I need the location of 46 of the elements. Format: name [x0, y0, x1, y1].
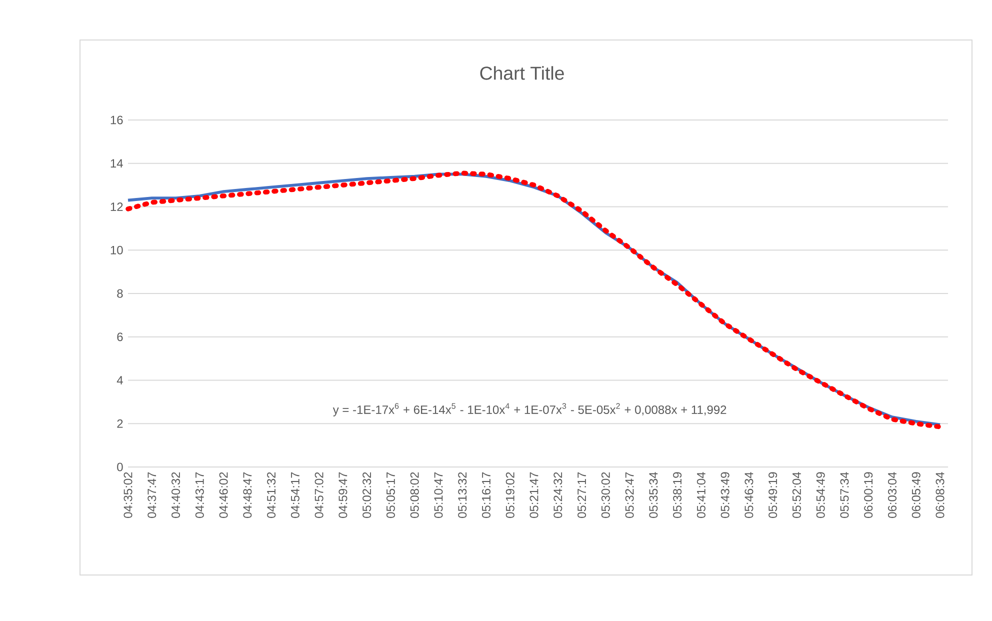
x-tick-label: 04:46:02 [219, 472, 228, 518]
y-tick-label: 14 [110, 159, 123, 168]
chart-title: Chart Title [480, 66, 564, 80]
x-tick-label: 04:51:32 [267, 472, 276, 518]
x-tick-label: 05:27:17 [578, 472, 586, 518]
x-tick-label: 05:24:32 [554, 472, 562, 518]
x-tick-label: 05:57:34 [840, 472, 849, 518]
x-tick-label: 05:16:17 [482, 472, 490, 518]
x-tick-label: 06:08:34 [936, 472, 944, 518]
x-tick-label: 05:35:34 [649, 472, 658, 518]
x-tick-label: 05:49:19 [768, 472, 778, 518]
x-tick-label: 05:10:47 [434, 472, 443, 518]
x-tick-label: 05:43:49 [720, 472, 730, 518]
y-tick-label: 12 [110, 202, 123, 211]
x-tick-label: 04:40:32 [172, 472, 180, 518]
y-tick-label: 0 [117, 462, 123, 472]
x-tick-label: 05:02:32 [362, 472, 372, 518]
x-tick-label: 05:52:04 [792, 472, 801, 518]
x-tick-label: 05:46:34 [744, 472, 754, 518]
x-tick-label: 05:13:32 [458, 472, 467, 518]
x-tick-label: 04:57:02 [314, 472, 324, 518]
x-tick-label: 04:59:47 [338, 472, 348, 518]
x-tick-label: 05:21:47 [530, 472, 538, 518]
x-tick-label: 04:48:47 [243, 472, 252, 518]
x-tick-label: 05:41:04 [696, 472, 706, 518]
x-tick-label: 05:08:02 [410, 472, 419, 518]
y-tick-label: 8 [117, 289, 123, 298]
x-tick-label: 06:03:04 [888, 472, 897, 518]
x-tick-label: 05:19:02 [506, 472, 514, 518]
x-tick-label: 06:00:19 [864, 472, 873, 518]
x-tick-label: 04:37:47 [148, 472, 156, 518]
y-tick-label: 10 [110, 246, 123, 254]
x-tick-label: 06:05:49 [912, 472, 920, 518]
y-tick-label: 16 [110, 116, 123, 124]
text: y = -1E-17x$^{6}$ + 6E-14x$^{5}$ - 1E-10x$^{4}$ + 1E-07x$^{3}$ - 5E-05x$^{2}$ + 0,0088x + 11,992 [332, 403, 726, 416]
x-tick-label: 05:54:49 [816, 472, 825, 518]
y-tick-label: 2 [117, 419, 123, 428]
x-tick-label: 05:32:47 [625, 472, 634, 518]
x-tick-label: 04:35:02 [124, 472, 132, 518]
x-tick-label: 05:38:19 [673, 472, 682, 518]
x-tick-label: 05:05:17 [386, 472, 395, 518]
x-tick-label: 04:54:17 [290, 472, 300, 518]
y-tick-label: 4 [116, 376, 123, 384]
x-tick-label: 05:30:02 [601, 472, 610, 518]
y-tick-label: 6 [117, 332, 123, 342]
x-tick-label: 04:43:17 [195, 472, 204, 518]
